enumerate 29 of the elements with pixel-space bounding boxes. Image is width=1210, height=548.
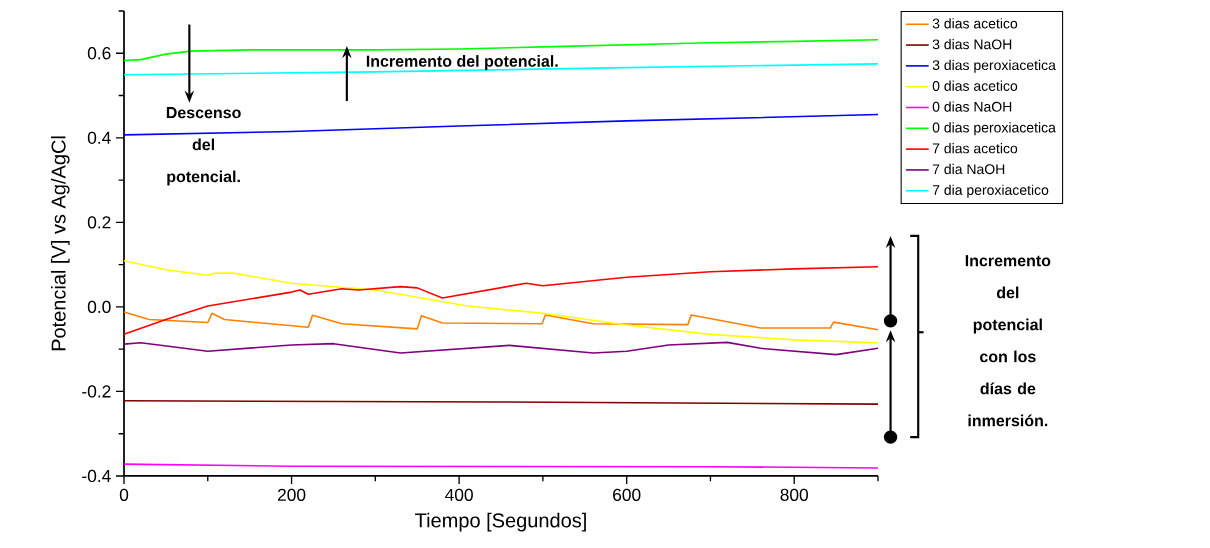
legend-label: 7 dia peroxiacetico <box>932 184 1049 198</box>
x-tick-label: 600 <box>613 488 641 501</box>
legend-label: 7 dia NaOH <box>932 163 1005 175</box>
y-tick-label: 0.4 <box>87 131 111 144</box>
legend-label: 3 dias acetico <box>932 18 1018 29</box>
legend-label: 0 dias NaOH <box>932 101 1012 112</box>
y-tick-label: 0.6 <box>87 47 111 60</box>
legend-label: 0 dias acetico <box>932 80 1018 91</box>
y-tick-label: 0.2 <box>87 216 111 229</box>
x-tick-label: 400 <box>445 488 473 501</box>
legend-label: 3 dias NaOH <box>932 39 1012 50</box>
legend-label: 3 dias peroxiacetica <box>932 59 1056 73</box>
text: Incremento del potencial con los días de inmersión. <box>965 255 1051 427</box>
legend-label: 0 dias peroxiacetica <box>932 122 1056 136</box>
legend-label: 7 dias acetico <box>932 143 1018 154</box>
y-tick-label: -0.4 <box>82 469 111 483</box>
x-tick-label: 800 <box>780 488 809 501</box>
y-tick-label: -0.2 <box>82 385 111 398</box>
y-tick-label: 0.0 <box>87 300 111 314</box>
y-axis-title: Potencial [V] vs Ag/AgCl <box>50 136 70 351</box>
x-tick-label: 200 <box>277 488 306 501</box>
line-series <box>123 311 879 331</box>
line-series <box>123 341 879 356</box>
annotation: Incremento del potencial. <box>366 55 558 71</box>
line-series <box>123 265 879 336</box>
text: Descenso del potencial. <box>166 107 241 186</box>
x-axis-title: Tiempo [Segundos] <box>415 512 586 532</box>
line-series <box>123 260 879 344</box>
x-tick-label: 0 <box>119 488 129 501</box>
